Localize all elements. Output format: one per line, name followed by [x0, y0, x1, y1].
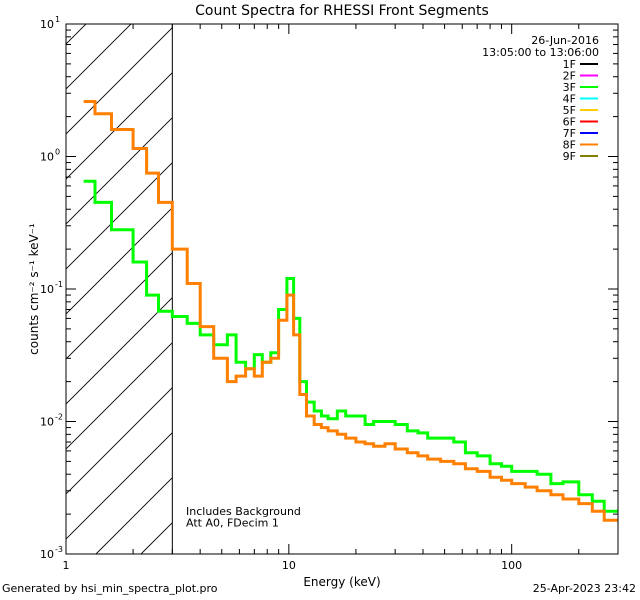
axis-ticks: [65, 24, 619, 555]
generated-by-footer: Generated by hsi_min_spectra_plot.pro: [2, 582, 218, 595]
legend-label-5f: 5F: [563, 104, 576, 117]
x-tick-label: 100: [501, 559, 522, 572]
series-3f: [83, 179, 618, 513]
hatched-region: [0, 0, 173, 554]
series-8f: [83, 100, 618, 522]
y-tick-exponent: -2: [55, 413, 63, 422]
x-tick-label: 10: [282, 559, 296, 572]
hatch-line: [66, 252, 173, 360]
annotation-line: Includes Background: [186, 505, 301, 518]
y-tick-exponent: -3: [55, 545, 63, 554]
y-tick-exponent: 1: [55, 15, 60, 24]
x-tick-label: 1: [63, 559, 70, 572]
y-tick-label: 10: [40, 151, 54, 164]
hatch-line: [66, 24, 87, 45]
legend-header: 26-Jun-2016 13:05:00 to 13:06:00: [482, 34, 599, 59]
hatch-line: [66, 162, 173, 270]
y-tick-exponent: 0: [55, 148, 60, 157]
plot-frame: [65, 23, 619, 555]
legend-label-2f: 2F: [563, 70, 576, 83]
hatch-line: [66, 297, 173, 405]
y-tick-label: 10: [40, 18, 54, 31]
y-tick-label: 10: [40, 283, 54, 296]
y-tick-label: 10: [40, 548, 54, 561]
hatch-line: [66, 432, 173, 540]
hatch-line: [66, 27, 173, 135]
y-tick-exponent: -1: [55, 280, 63, 289]
chart-title: Count Spectra for RHESSI Front Segments: [195, 3, 489, 19]
series-group: [83, 100, 618, 522]
timestamp-footer: 25-Apr-2023 23:42: [532, 582, 636, 595]
hatch-line: [66, 24, 132, 90]
y-axis-label: counts cm⁻² s⁻¹ keV⁻¹: [27, 223, 41, 355]
x-axis-label: Energy (keV): [303, 575, 380, 589]
legend-date: 26-Jun-2016: [531, 34, 599, 47]
hatch-line: [66, 387, 173, 495]
legend-label-6f: 6F: [563, 116, 576, 129]
annotation-line: Att A0, FDecim 1: [186, 517, 279, 530]
legend-label-9f: 9F: [563, 150, 576, 163]
legend-label-7f: 7F: [563, 127, 576, 140]
legend-label-3f: 3F: [563, 81, 576, 94]
hatch-line: [66, 207, 173, 315]
legend-label-8f: 8F: [563, 139, 576, 152]
legend-time-range: 13:05:00 to 13:06:00: [482, 46, 599, 59]
hatch-line: [0, 0, 111, 554]
legend-label-4f: 4F: [563, 93, 576, 106]
hatch-line: [95, 477, 173, 554]
y-tick-label: 10: [40, 416, 54, 429]
legend-label-1f: 1F: [563, 58, 576, 71]
